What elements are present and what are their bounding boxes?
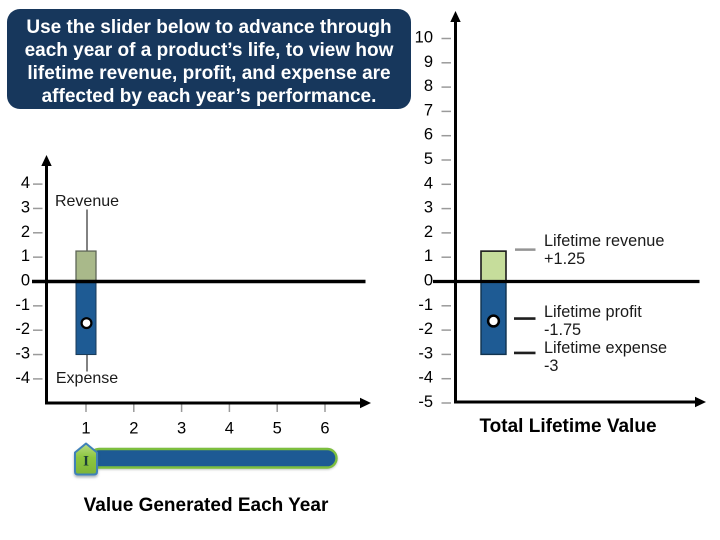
revenue-bar (75, 250, 97, 283)
annotation-label: Lifetime revenue (544, 232, 665, 250)
expense-label: Expense (55, 369, 119, 387)
left-chart-title: Value Generated Each Year (83, 495, 329, 516)
slider-track[interactable] (88, 447, 338, 469)
y-tick-label: 2 (21, 223, 30, 241)
annotation-label: Lifetime profit (544, 302, 642, 321)
y-tick-label: -3 (15, 345, 30, 363)
axis-arrow-icon (695, 396, 706, 408)
y-tick-label: 4 (21, 174, 30, 192)
y-tick-label: -4 (15, 369, 30, 387)
x-tick-label: 3 (177, 420, 186, 438)
y-tick-label: -1 (15, 296, 30, 314)
y-tick-label: 1 (21, 247, 30, 265)
x-tick-label: 4 (225, 420, 234, 438)
x-tick-label: 1 (81, 420, 90, 438)
banner-line-1: Use the slider below to advance through (26, 16, 392, 38)
y-tick-label: 9 (424, 53, 433, 71)
lifetime-profit-marker (486, 314, 501, 328)
annotation-value: +1.25 (544, 250, 586, 268)
right-chart-title: Total Lifetime Value (479, 415, 657, 437)
annotation-value: -1.75 (544, 320, 582, 339)
y-tick-label: -5 (418, 393, 433, 411)
annotation-lifetime-profit: Lifetime profit -1.75 (544, 303, 642, 339)
banner-line-3: lifetime revenue, profit, and expense ar… (27, 62, 391, 84)
annotation-value: -3 (544, 357, 559, 375)
y-tick-label: -1 (418, 296, 433, 314)
y-tick-label: 0 (21, 272, 30, 290)
y-tick-label: -2 (15, 320, 30, 338)
instruction-banner: Use the slider below to advance through … (7, 9, 411, 109)
y-tick-label: 3 (424, 199, 433, 217)
y-tick-label: -2 (418, 320, 433, 338)
annotation-label: Lifetime expense (544, 339, 668, 357)
y-tick-label: 2 (424, 223, 433, 241)
y-tick-label: 6 (424, 126, 433, 144)
banner-line-2: each year of a product’s life, to view h… (24, 39, 394, 61)
y-tick-label: 5 (424, 150, 433, 168)
y-tick-label: 0 (424, 272, 433, 290)
y-tick-label: -4 (418, 369, 433, 387)
x-tick-label: 6 (320, 420, 329, 438)
banner-line-4: affected by each year’s performance. (41, 85, 377, 107)
y-tick-label: 3 (21, 198, 30, 216)
y-tick-label: -3 (418, 344, 433, 362)
y-tick-label: 10 (415, 29, 433, 47)
y-tick-label: 4 (424, 174, 433, 192)
lifetime-revenue-bar (480, 250, 507, 283)
slider-handle-glyph: I (83, 454, 89, 470)
slider-handle[interactable] (74, 442, 98, 476)
profit-marker (80, 317, 93, 330)
y-tick-label: 7 (424, 101, 433, 119)
axis-arrow-icon (41, 155, 52, 166)
axis-arrow-icon (450, 11, 461, 22)
axis-arrow-icon (360, 397, 371, 409)
annotation-lifetime-revenue: Lifetime revenue +1.25 (544, 232, 664, 268)
y-tick-label: 1 (424, 247, 433, 265)
y-tick-label: 8 (424, 77, 433, 95)
revenue-label: Revenue (54, 192, 120, 210)
x-tick-label: 2 (129, 420, 138, 438)
value-generated-chart: 4 3 2 1 0 -1 -2 -3 -4 1 2 3 4 5 6 (15, 155, 371, 438)
year-slider[interactable]: I (74, 442, 338, 476)
annotation-lifetime-expense: Lifetime expense -3 (544, 339, 667, 375)
x-tick-label: 5 (273, 420, 282, 438)
